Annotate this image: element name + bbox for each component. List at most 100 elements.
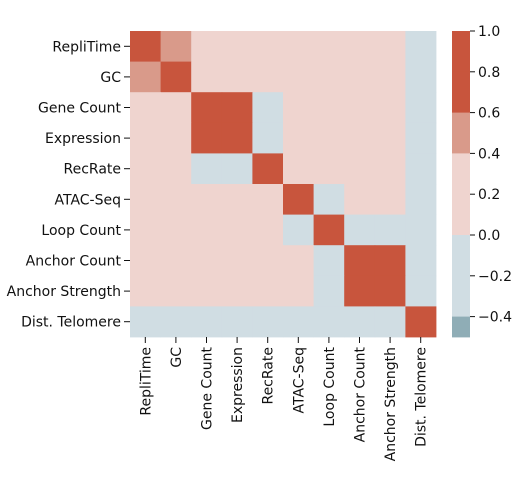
heatmap-cell — [283, 153, 314, 185]
heatmap-cell — [344, 245, 376, 277]
heatmap-cell — [130, 153, 161, 185]
heatmap-cell — [221, 61, 253, 93]
heatmap-cell — [221, 122, 253, 154]
heatmap-cell — [405, 184, 437, 215]
heatmap-cell — [405, 275, 437, 307]
heatmap-cell — [405, 153, 437, 185]
heatmap-cell — [160, 31, 192, 62]
heatmap-cell — [191, 92, 223, 124]
heatmap-cell — [374, 61, 406, 93]
heatmap-cell — [374, 184, 406, 215]
heatmap-cell — [252, 31, 284, 62]
heatmap-cell — [344, 61, 376, 93]
heatmap-cell — [283, 31, 314, 62]
heatmap-cell — [160, 153, 192, 185]
heatmap-cell — [313, 92, 345, 124]
heatmap-cell — [130, 184, 161, 215]
x-tick-label: RepliTime — [138, 347, 154, 416]
x-axis: RepliTime GC Gene Count Expression RecRate AT… — [138, 337, 430, 461]
colorbar-tick-label: 0.6 — [478, 106, 500, 122]
heatmap-cell — [283, 122, 314, 154]
heatmap-cell — [374, 275, 406, 307]
heatmap-cell — [252, 61, 284, 93]
heatmap-cell — [283, 184, 314, 215]
heatmap-cell — [221, 275, 253, 307]
y-tick-label: Expression — [45, 131, 121, 147]
y-tick-label: ATAC-Seq — [55, 192, 122, 208]
heatmap-cell — [160, 122, 192, 154]
heatmap-cell — [344, 306, 376, 338]
heatmap-cell — [160, 275, 192, 307]
heatmap-cell — [405, 214, 437, 246]
heatmap-cell — [160, 245, 192, 277]
heatmap-cell — [405, 245, 437, 277]
heatmap-cell — [221, 214, 253, 246]
heatmap-cell — [374, 153, 406, 185]
heatmap-cell — [160, 92, 192, 124]
y-tick-label: Anchor Count — [26, 254, 122, 270]
heatmap-cell — [252, 153, 284, 185]
x-tick-label: Loop Count — [322, 347, 338, 427]
heatmap-cell — [160, 214, 192, 246]
heatmap-cell — [191, 61, 223, 93]
heatmap-cell — [344, 275, 376, 307]
heatmap-cell — [130, 31, 161, 62]
y-tick-label: RecRate — [63, 162, 121, 178]
colorbar-segment — [452, 31, 470, 73]
heatmap-cell — [405, 122, 437, 154]
heatmap-cell — [191, 122, 223, 154]
x-tick-label: RecRate — [261, 347, 277, 405]
heatmap-cell — [283, 245, 314, 277]
heatmap-cell — [313, 306, 345, 338]
heatmap-cell — [221, 245, 253, 277]
heatmap-cell — [160, 184, 192, 215]
heatmap-cell — [405, 61, 437, 93]
heatmap-cell — [221, 306, 253, 338]
heatmap-cell — [344, 184, 376, 215]
colorbar-segment — [452, 235, 470, 317]
heatmap-cell — [221, 92, 253, 124]
heatmap-cell — [252, 122, 284, 154]
colorbar-tick-label: 0.0 — [478, 228, 500, 244]
colorbar-segment — [452, 153, 470, 236]
heatmap-cell — [191, 184, 223, 215]
y-tick-label: Dist. Telomere — [21, 315, 121, 331]
heatmap-cell — [313, 31, 345, 62]
heatmap-cell — [283, 61, 314, 93]
heatmap-cell — [344, 92, 376, 124]
colorbar-tick-label: 0.8 — [478, 65, 500, 81]
colorbar-tick-label: −0.2 — [478, 269, 512, 285]
heatmap-cell — [313, 122, 345, 154]
heatmap-cell — [374, 245, 406, 277]
heatmap-cell — [252, 214, 284, 246]
heatmap-cell — [313, 184, 345, 215]
heatmap-cell — [160, 61, 192, 93]
heatmap-cell — [374, 214, 406, 246]
y-axis: RepliTime GC Gene Count Expression RecRate AT… — [7, 39, 130, 331]
colorbar-tick-label: 0.4 — [478, 146, 500, 162]
heatmap-cell — [130, 92, 161, 124]
heatmap-cell — [344, 31, 376, 62]
heatmap-cell — [344, 122, 376, 154]
heatmap-cell — [283, 275, 314, 307]
heatmap-cell — [252, 275, 284, 307]
heatmap-cell — [191, 153, 223, 185]
heatmap-cell — [313, 214, 345, 246]
colorbar-tick-label: 1.0 — [478, 24, 500, 40]
colorbar-segment — [452, 112, 470, 154]
heatmap-cell — [130, 61, 161, 93]
y-tick-label: GC — [100, 70, 121, 86]
heatmap-cell — [374, 306, 406, 338]
heatmap-cell — [313, 61, 345, 93]
heatmap-cell — [344, 214, 376, 246]
heatmap-cell — [283, 306, 314, 338]
heatmap-cell — [130, 214, 161, 246]
heatmap-cell — [374, 31, 406, 62]
heatmap-cell — [313, 275, 345, 307]
x-tick-label: ATAC-Seq — [291, 347, 307, 414]
heatmap-cell — [191, 306, 223, 338]
heatmap-cell — [283, 214, 314, 246]
y-tick-label: Anchor Strength — [7, 284, 121, 300]
heatmap-cell — [405, 92, 437, 124]
